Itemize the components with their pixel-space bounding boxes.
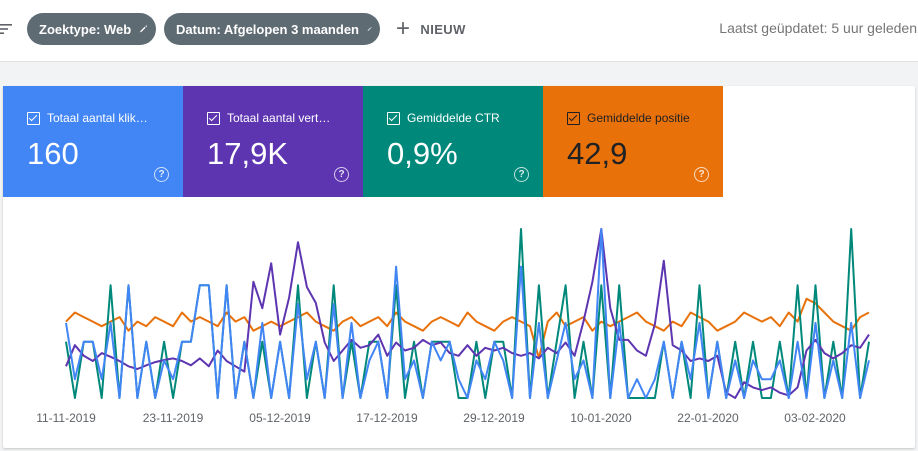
edit-pencil-icon[interactable]	[139, 22, 148, 36]
x-axis-tick-label: 29-12-2019	[463, 411, 525, 425]
chart-series-group	[65, 228, 870, 399]
metric-label: Gemiddelde positie	[587, 111, 690, 125]
edit-pencil-icon[interactable]	[367, 22, 372, 36]
filter-chip-search-type[interactable]: Zoektype: Web	[27, 13, 156, 45]
plus-icon: +	[396, 15, 411, 42]
metric-value: 160	[27, 136, 79, 171]
metric-tile-impressions[interactable]: Totaal aantal vert… 17,9K ?	[183, 86, 363, 197]
series-line-totaal-aantal-vertoningen	[65, 228, 870, 399]
performance-line-chart[interactable]: 11-11-2019 23-11-2019 05-12-2019 17-12-2019…	[3, 197, 915, 448]
x-axis-tick-label: 03-02-2020	[784, 411, 846, 425]
metric-header: Gemiddelde CTR	[387, 111, 500, 125]
metric-value: 17,9K	[207, 136, 289, 171]
x-axis-ticks: 11-11-2019 23-11-2019 05-12-2019 17-12-2019…	[36, 411, 846, 425]
x-axis-tick-label: 05-12-2019	[249, 411, 311, 425]
metric-tile-ctr[interactable]: Gemiddelde CTR 0,9% ?	[363, 86, 543, 197]
x-axis-tick-label: 22-01-2020	[677, 411, 739, 425]
metric-tile-clicks[interactable]: Totaal aantal klik… 160 ?	[3, 86, 183, 197]
series-line-gemiddelde-positie	[65, 297, 870, 359]
filter-chip-date[interactable]: Datum: Afgelopen 3 maanden	[164, 13, 380, 45]
help-icon[interactable]: ?	[154, 167, 169, 182]
x-axis-tick-label: 17-12-2019	[356, 411, 418, 425]
performance-card: Totaal aantal klik… 160 ? Totaal aantal …	[3, 86, 915, 448]
help-icon[interactable]: ?	[694, 167, 709, 182]
help-icon[interactable]: ?	[514, 167, 529, 182]
x-axis-tick-label: 11-11-2019	[36, 411, 96, 425]
checkbox-checked-icon[interactable]	[567, 111, 580, 125]
new-filter-label: NIEUW	[420, 21, 466, 37]
filter-chip-label: Datum: Afgelopen 3 maanden	[176, 21, 359, 37]
metric-header: Totaal aantal vert…	[207, 111, 330, 125]
series-line-totaal-aantal-klikken	[65, 228, 870, 399]
checkbox-checked-icon[interactable]	[27, 111, 40, 125]
metric-label: Totaal aantal klik…	[47, 111, 148, 125]
checkbox-checked-icon[interactable]	[387, 111, 400, 125]
new-filter-button[interactable]: + NIEUW	[396, 16, 466, 42]
metric-label: Totaal aantal vert…	[227, 111, 331, 125]
metric-label: Gemiddelde CTR	[407, 111, 500, 125]
filter-chip-label: Zoektype: Web	[39, 21, 132, 37]
metric-value: 42,9	[567, 136, 628, 171]
metric-tiles: Totaal aantal klik… 160 ? Totaal aantal …	[3, 86, 723, 197]
metric-value: 0,9%	[387, 136, 458, 171]
metric-tile-position[interactable]: Gemiddelde positie 42,9 ?	[543, 86, 723, 197]
help-icon[interactable]: ?	[334, 167, 349, 182]
checkbox-checked-icon[interactable]	[207, 111, 220, 125]
metric-header: Totaal aantal klik…	[27, 111, 148, 125]
metric-header: Gemiddelde positie	[567, 111, 690, 125]
x-axis-tick-label: 23-11-2019	[143, 411, 204, 425]
last-updated-text: Laatst geüpdatet: 5 uur geleden	[719, 20, 917, 36]
filter-icon[interactable]	[0, 22, 14, 36]
x-axis-tick-label: 10-01-2020	[570, 411, 632, 425]
toolbar: Zoektype: Web Datum: Afgelopen 3 maanden…	[0, 0, 918, 62]
